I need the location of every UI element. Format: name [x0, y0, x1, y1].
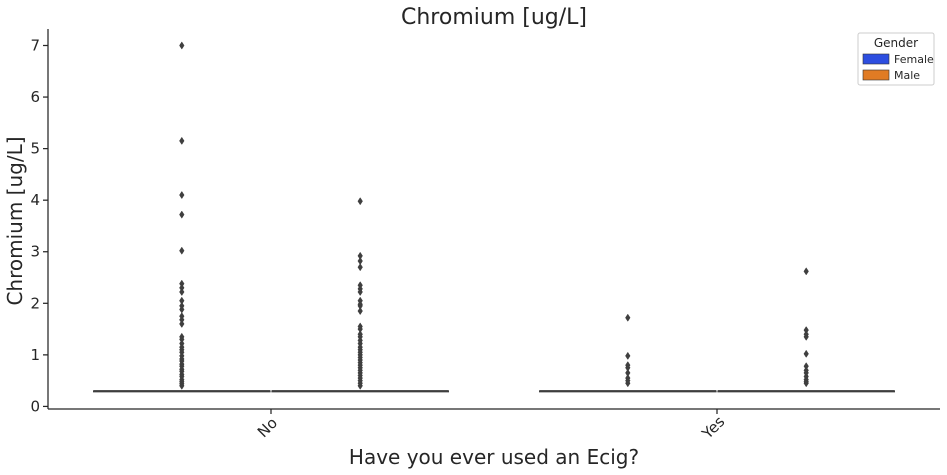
y-tick-label: 2: [30, 294, 40, 312]
y-tick-label: 1: [30, 346, 40, 364]
x-tick-label: Yes: [698, 412, 729, 443]
outlier-point: [803, 349, 809, 358]
outlier-point: [625, 313, 631, 322]
x-tick-label: No: [254, 414, 281, 441]
outlier-point: [625, 379, 631, 388]
outlier-point: [357, 287, 363, 297]
y-ticks: 0 1 2 3 4 5 6 7: [30, 36, 48, 415]
legend-label-female: Female: [894, 53, 934, 66]
outlier-point: [179, 190, 185, 200]
y-tick-label: 4: [30, 191, 40, 209]
boxes-layer: [92, 41, 895, 393]
y-tick-label: 7: [30, 36, 40, 54]
legend-label-male: Male: [894, 69, 920, 82]
chart-title: Chromium [ug/L]: [401, 5, 587, 30]
outlier-point: [179, 246, 185, 255]
outlier-point: [179, 210, 185, 219]
outlier-point: [179, 41, 185, 50]
x-axis-label: Have you ever used an Ecig?: [349, 445, 639, 469]
y-tick-label: 3: [30, 243, 40, 261]
x-ticks: No Yes: [254, 409, 729, 443]
y-tick-label: 5: [30, 140, 40, 158]
legend: Gender Female Male: [857, 32, 935, 86]
outlier-point: [179, 287, 185, 297]
y-tick-label: 6: [30, 88, 40, 106]
outlier-point: [179, 381, 185, 390]
outlier-point: [803, 332, 809, 341]
outlier-point: [625, 351, 631, 360]
legend-swatch-male: [862, 69, 890, 81]
outlier-point: [357, 306, 363, 316]
outlier-point: [179, 136, 185, 145]
legend-title: Gender: [874, 36, 918, 50]
outlier-point: [179, 319, 185, 328]
outlier-point: [357, 381, 363, 390]
legend-swatch-female: [862, 53, 890, 65]
outlier-point: [357, 263, 363, 272]
outlier-point: [803, 267, 809, 276]
outlier-point: [803, 379, 809, 388]
y-axis-label: Chromium [ug/L]: [3, 136, 27, 305]
outlier-point: [357, 197, 363, 206]
y-tick-label: 0: [30, 397, 40, 415]
